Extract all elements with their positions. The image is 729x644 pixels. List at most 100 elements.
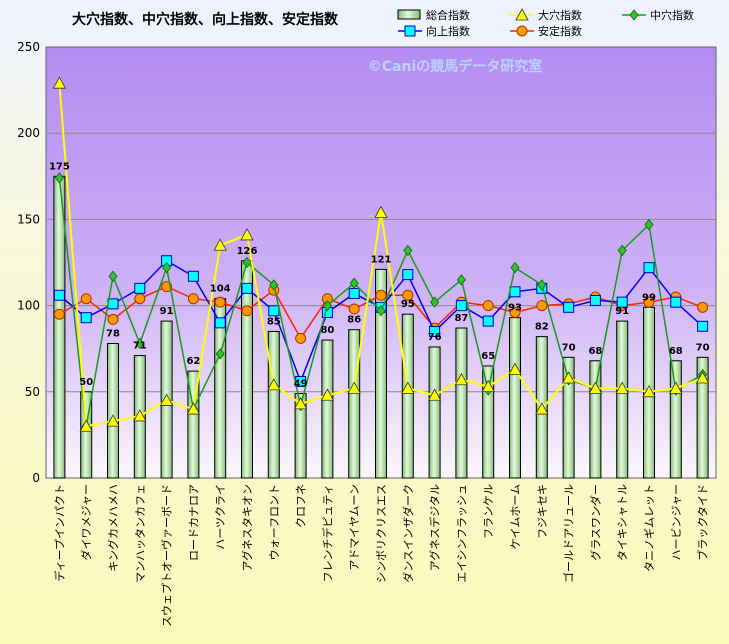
series-3-point-7 [241, 282, 253, 294]
y-tick-label-2: 100 [17, 299, 40, 313]
series-1-point-18 [535, 402, 549, 415]
bar-10 [321, 339, 334, 479]
bar-14 [428, 346, 441, 479]
bar-value-label-9: 49 [294, 379, 308, 390]
legend-marker-2 [629, 9, 639, 21]
series-1-point-2 [106, 414, 120, 427]
bar-value-label-12: 121 [371, 254, 392, 265]
x-tick-label-19: ゴールドアリュール [562, 484, 576, 583]
series-4-point-3 [134, 293, 146, 305]
series-2-point-10 [322, 299, 332, 312]
y-axis: 0 50 100 150 200 250 [17, 40, 40, 485]
series-2-point-18 [537, 279, 547, 291]
bar-value-label-21: 91 [615, 306, 629, 317]
series-1-point-7 [240, 228, 254, 241]
series-group-1 [52, 76, 710, 432]
series-3-point-23 [670, 296, 682, 308]
legend-label-0: 総合指数 [426, 8, 470, 22]
series-1-point-24 [695, 371, 710, 384]
bar-value-label-1: 50 [79, 377, 93, 388]
series-2-point-3 [135, 337, 145, 350]
bar-value-label-24: 70 [696, 342, 710, 353]
bar-value-label-22: 99 [642, 292, 656, 303]
series-1-point-14 [427, 388, 442, 401]
series-2-point-17 [510, 262, 520, 274]
x-tick-label-12: シンボリクリスエス [375, 484, 388, 583]
series-1-point-8 [267, 378, 281, 391]
series-1-point-19 [561, 371, 576, 384]
series-1-point-10 [320, 388, 335, 401]
series-3-point-21 [616, 296, 628, 308]
series-2-point-15 [456, 274, 466, 286]
y-tick-label-0: 0 [32, 471, 40, 485]
series-3-point-16 [482, 315, 494, 327]
x-tick-label-9: クロフネ [295, 484, 308, 528]
series-4-point-13 [402, 289, 414, 301]
series-2-point-14 [430, 296, 440, 308]
x-tick-label-0: ディープインパクト [52, 484, 66, 582]
series-1-point-6 [213, 238, 227, 251]
series-3-point-15 [455, 300, 467, 312]
x-tick-label-21: タイキシャトル [616, 484, 629, 561]
series-2-point-6 [215, 348, 225, 360]
x-tick-label-17: ケイムホーム [509, 484, 522, 549]
bar-value-label-7: 126 [237, 246, 258, 257]
x-tick-label-3: マンハッタンカフェ [134, 484, 147, 583]
x-tick-label-5: ロードカナロア [187, 484, 200, 561]
y-tick-label-5: 250 [17, 40, 40, 54]
series-3-point-14 [429, 325, 441, 337]
x-tick-label-18: フジキセキ [536, 484, 549, 539]
series-2-point-2 [108, 270, 118, 282]
series-4-point-11 [348, 303, 360, 315]
series-2-point-8 [269, 279, 279, 291]
bar-value-label-18: 82 [535, 322, 549, 333]
series-4-point-22 [643, 296, 655, 308]
series-1-point-13 [401, 381, 415, 394]
series-2-point-21 [617, 244, 627, 257]
bar-value-label-17: 93 [508, 303, 522, 314]
series-3-point-22 [643, 262, 655, 274]
bar-16 [482, 365, 495, 479]
y-tick-label-1: 50 [25, 385, 40, 399]
series-4-point-18 [536, 300, 548, 312]
series-4-point-2 [107, 313, 119, 325]
bar-21 [616, 320, 629, 479]
legend-item-2: 中穴指数 [622, 8, 694, 22]
series-1-point-20 [588, 381, 603, 394]
x-tick-label-20: グラスワンダー [588, 484, 602, 561]
series-4-point-9 [295, 332, 307, 344]
bar-20 [589, 360, 602, 479]
series-3-point-24 [697, 320, 709, 332]
bar-value-label-16: 65 [481, 351, 495, 362]
legend-marker-4 [516, 25, 528, 37]
bar-value-label-4: 91 [160, 306, 174, 317]
legend-item-4: 安定指数 [510, 24, 582, 38]
y-tick-label-4: 200 [17, 126, 40, 140]
series-1-point-17 [508, 362, 522, 375]
series-3-point-11 [348, 288, 360, 300]
series-3-point-2 [107, 298, 119, 310]
bar-9 [294, 393, 307, 479]
series-1-point-4 [159, 393, 174, 406]
bar-value-label-15: 87 [454, 313, 468, 324]
x-tick-label-8: ウォーフロント [268, 484, 281, 560]
bar-19 [562, 356, 575, 479]
x-tick-label-13: ダンスインザダーク [401, 484, 415, 583]
x-tick-label-2: キングカメハメハ [106, 484, 120, 572]
x-tick-label-10: フレンチデピュティ [320, 484, 334, 582]
legend-item-0: 総合指数 [397, 8, 470, 22]
bar-value-label-8: 85 [267, 316, 281, 327]
x-tick-label-7: アグネスタキオン [240, 484, 254, 571]
x-tick-label-23: ハービンジャー [670, 484, 683, 560]
x-tick-label-11: アドマイヤムーン [348, 484, 361, 571]
series-1-point-12 [374, 205, 388, 218]
bar-1 [80, 391, 93, 479]
legend-label-2: 中穴指数 [650, 8, 694, 22]
bar-value-label-11: 86 [347, 315, 361, 326]
series-2-point-0 [54, 172, 64, 184]
series-2-point-13 [403, 244, 413, 257]
x-tick-label-1: ダイワメジャー [79, 484, 93, 560]
chart-title: 大穴指数、中穴指数、向上指数、安定指数 [72, 11, 339, 28]
series-3-point-17 [509, 286, 521, 298]
